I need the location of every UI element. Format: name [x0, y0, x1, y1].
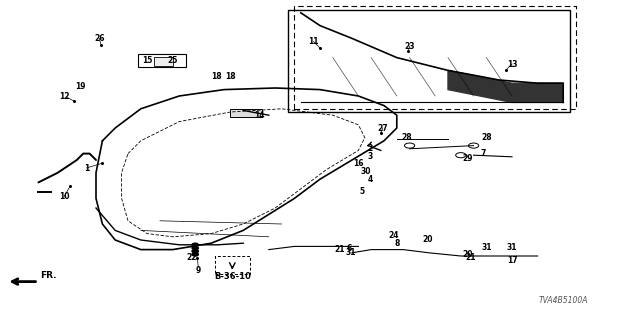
Text: 26: 26	[94, 34, 104, 43]
Text: 22: 22	[187, 253, 197, 262]
Text: 10: 10	[59, 192, 69, 201]
Text: 29: 29	[462, 154, 472, 163]
Text: 20: 20	[462, 250, 472, 259]
Bar	[138, 54, 186, 67]
Text: 18: 18	[225, 72, 236, 81]
Text: 18: 18	[211, 72, 221, 81]
Circle shape	[192, 243, 198, 246]
Text: 31: 31	[346, 248, 356, 257]
Text: 21: 21	[334, 245, 344, 254]
Text: 20: 20	[422, 236, 433, 244]
Text: 11: 11	[308, 37, 319, 46]
Text: 15: 15	[142, 56, 152, 65]
Text: 3: 3	[367, 152, 372, 161]
Text: 19: 19	[75, 82, 85, 91]
Text: 4: 4	[367, 175, 372, 184]
Text: 25: 25	[168, 56, 178, 65]
Text: 28: 28	[401, 133, 412, 142]
Text: 8: 8	[394, 239, 399, 248]
Circle shape	[192, 250, 198, 253]
Text: 6: 6	[346, 244, 351, 253]
Text: 13: 13	[507, 60, 517, 68]
Circle shape	[192, 253, 198, 256]
Text: 31: 31	[481, 244, 492, 252]
Text: 1: 1	[84, 164, 89, 172]
Text: 23: 23	[404, 42, 415, 51]
Text: 7: 7	[481, 149, 486, 158]
Text: 27: 27	[378, 124, 388, 132]
Polygon shape	[448, 70, 563, 102]
Text: 2: 2	[367, 144, 372, 153]
Text: FR.: FR.	[40, 271, 57, 280]
Text: 16: 16	[353, 159, 364, 168]
Text: 24: 24	[388, 231, 399, 240]
Bar	[154, 57, 173, 66]
Bar	[288, 10, 570, 112]
Circle shape	[192, 246, 198, 250]
Text: TVA4B5100A: TVA4B5100A	[538, 296, 588, 305]
Text: 30: 30	[361, 167, 371, 176]
Text: 5: 5	[359, 188, 364, 196]
Text: B-36-10: B-36-10	[214, 272, 251, 281]
Text: 12: 12	[59, 92, 69, 100]
Text: 17: 17	[507, 256, 517, 265]
Bar	[230, 109, 262, 117]
Text: 28: 28	[481, 133, 492, 142]
Text: 31: 31	[507, 244, 517, 252]
Text: 9: 9	[196, 266, 201, 275]
Text: 14: 14	[254, 111, 264, 120]
Text: 21: 21	[465, 253, 476, 262]
